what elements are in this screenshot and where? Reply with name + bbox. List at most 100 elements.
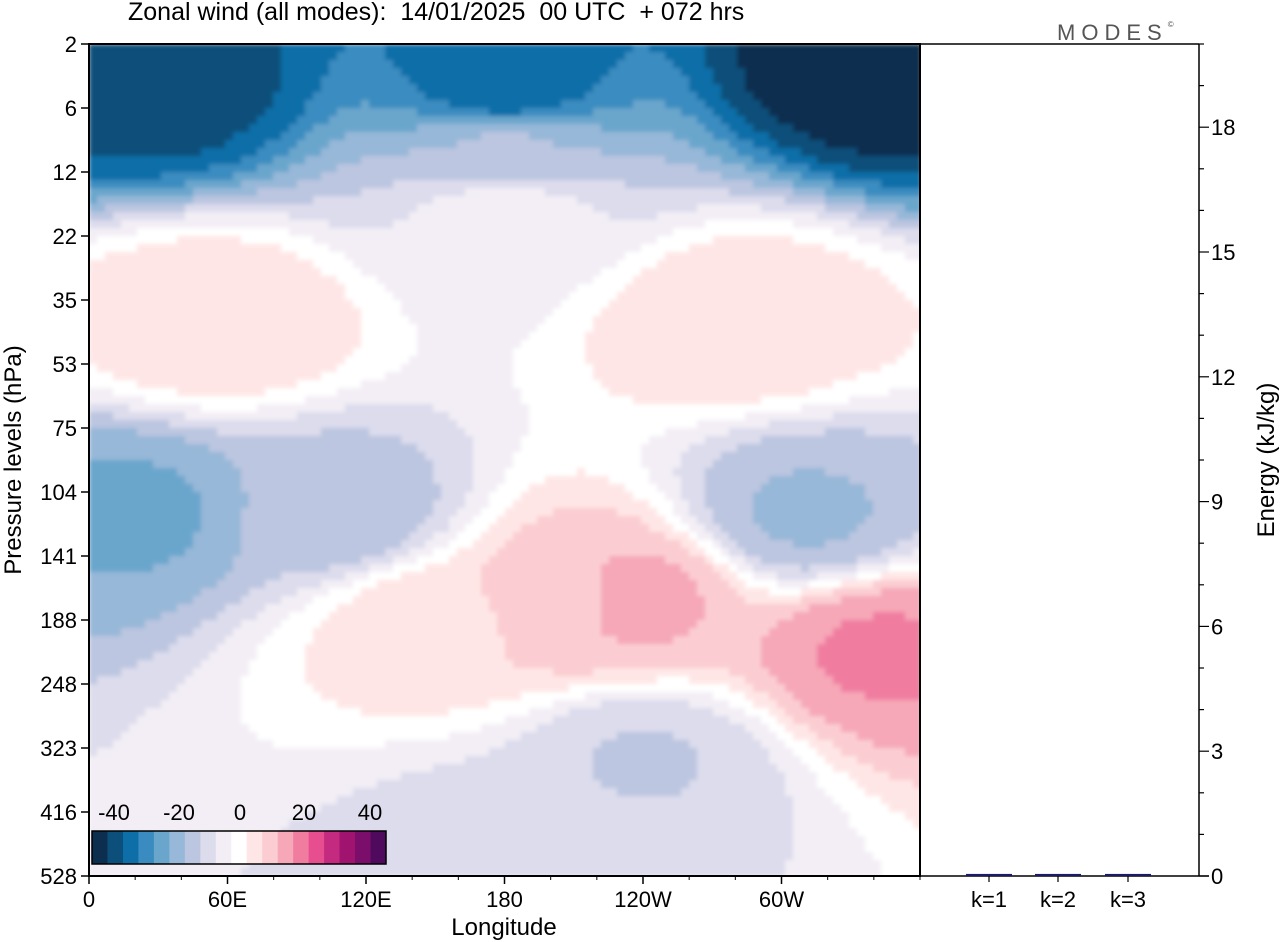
heatmap-cell (465, 420, 474, 429)
heatmap-cell (201, 60, 210, 69)
heatmap-cell (849, 316, 858, 325)
heatmap-cell (665, 196, 674, 205)
heatmap-cell (385, 260, 394, 269)
heatmap-cell (457, 92, 466, 101)
heatmap-cell (713, 276, 722, 285)
heatmap-cell (169, 180, 178, 189)
heatmap-cell (433, 308, 442, 317)
heatmap-cell (785, 332, 794, 341)
heatmap-cell (545, 76, 554, 85)
heatmap-cell (705, 284, 714, 293)
heatmap-cell (713, 100, 722, 109)
heatmap-cell (489, 188, 498, 197)
heatmap-cell (417, 268, 426, 277)
heatmap-cell (505, 60, 514, 69)
heatmap-cell (297, 276, 306, 285)
heatmap-cell (433, 188, 442, 197)
heatmap-cell (377, 108, 386, 117)
heatmap-cell (689, 380, 698, 389)
heatmap-cell (665, 68, 674, 77)
heatmap-cell (905, 188, 914, 197)
heatmap-cell (553, 364, 562, 373)
heatmap-cell (185, 316, 194, 325)
heatmap-cell (857, 284, 866, 293)
heatmap-cell (433, 276, 442, 285)
heatmap-cell (249, 172, 258, 181)
heatmap-cell (585, 228, 594, 237)
heatmap-cell (201, 260, 210, 269)
heatmap-cell (777, 172, 786, 181)
heatmap-cell (185, 180, 194, 189)
heatmap-cell (417, 316, 426, 325)
heatmap-cell (793, 284, 802, 293)
heatmap-cell (273, 60, 282, 69)
heatmap-cell (153, 164, 162, 173)
heatmap-cell (161, 236, 170, 245)
heatmap-cell (441, 108, 450, 117)
heatmap-cell (649, 412, 658, 421)
heatmap-cell (457, 196, 466, 205)
heatmap-cell (177, 244, 186, 253)
heatmap-cell (905, 332, 914, 341)
heatmap-cell (705, 268, 714, 277)
heatmap-cell (465, 60, 474, 69)
heatmap-cell (481, 252, 490, 261)
heatmap-cell (681, 308, 690, 317)
heatmap-cell (425, 196, 434, 205)
heatmap-cell (881, 76, 890, 85)
heatmap-cell (457, 132, 466, 141)
heatmap-cell (657, 124, 666, 133)
heatmap-cell (705, 220, 714, 229)
heatmap-cell (769, 268, 778, 277)
heatmap-cell (601, 420, 610, 429)
heatmap-cell (121, 60, 130, 69)
heatmap-cell (313, 212, 322, 221)
heatmap-cell (329, 316, 338, 325)
heatmap-cell (561, 196, 570, 205)
heatmap-cell (729, 268, 738, 277)
heatmap-cell (545, 332, 554, 341)
heatmap-cell (553, 244, 562, 253)
heatmap-cell (177, 108, 186, 117)
heatmap-cell (809, 228, 818, 237)
heatmap-cell (505, 148, 514, 157)
heatmap-cell (593, 44, 602, 53)
heatmap-cell (905, 164, 914, 173)
heatmap-cell (817, 260, 826, 269)
heatmap-cell (161, 52, 170, 61)
heatmap-cell (825, 308, 834, 317)
heatmap-cell (745, 140, 754, 149)
heatmap-cell (657, 92, 666, 101)
heatmap-cell (825, 276, 834, 285)
heatmap-cell (393, 228, 402, 237)
heatmap-cell (825, 212, 834, 221)
heatmap-cell (561, 92, 570, 101)
heatmap-cell (617, 332, 626, 341)
heatmap-cell (433, 268, 442, 277)
heatmap-cell (449, 396, 458, 405)
heatmap-cell (385, 212, 394, 221)
heatmap-cell (425, 284, 434, 293)
heatmap-cell (113, 180, 122, 189)
heatmap-cell (201, 292, 210, 301)
heatmap-cell (401, 220, 410, 229)
heatmap-cell (849, 356, 858, 365)
heatmap-cell (697, 388, 706, 397)
heatmap-cell (417, 244, 426, 253)
heatmap-cell (577, 388, 586, 397)
heatmap-cell (889, 372, 898, 381)
heatmap-cell (113, 388, 122, 397)
heatmap-cell (641, 148, 650, 157)
heatmap-cell (289, 156, 298, 165)
heatmap-cell (617, 300, 626, 309)
heatmap-cell (233, 92, 242, 101)
heatmap-cell (361, 404, 370, 413)
heatmap-cell (281, 396, 290, 405)
heatmap-cell (649, 68, 658, 77)
heatmap-cell (609, 156, 618, 165)
heatmap-cell (313, 140, 322, 149)
heatmap-cell (265, 140, 274, 149)
heatmap-cell (737, 372, 746, 381)
heatmap-cell (697, 220, 706, 229)
heatmap-cell (425, 108, 434, 117)
